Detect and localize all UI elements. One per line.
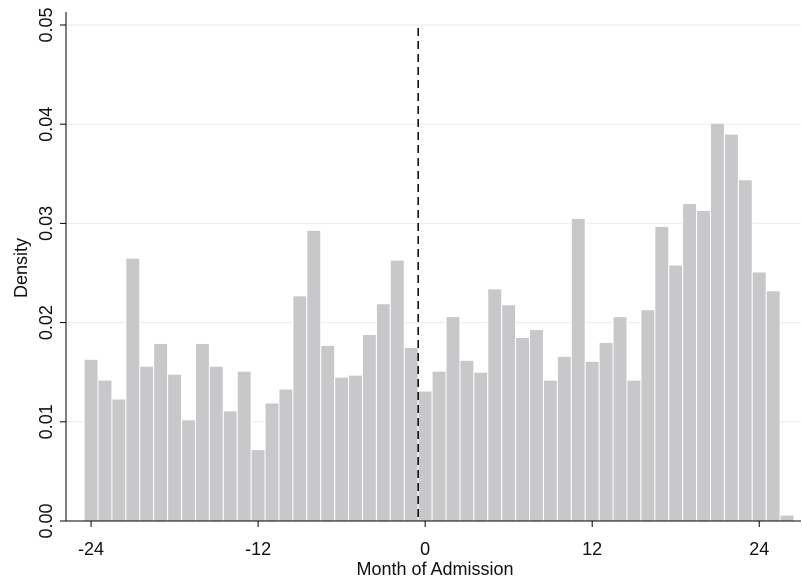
bar	[640, 309, 656, 522]
bar	[751, 271, 767, 522]
bar	[278, 388, 294, 522]
bar	[362, 334, 377, 522]
bar	[403, 346, 419, 522]
x-tick-label: 0	[420, 539, 430, 559]
bar	[501, 304, 517, 522]
bar	[431, 370, 447, 522]
bar	[194, 342, 210, 522]
bar	[765, 290, 781, 522]
bar	[570, 217, 586, 522]
bar	[487, 288, 503, 522]
bar	[682, 203, 698, 522]
bar	[556, 355, 572, 522]
bar	[250, 449, 266, 522]
bar	[417, 390, 433, 522]
y-tick-label: 0.03	[36, 206, 56, 241]
bar	[445, 316, 461, 522]
bar	[584, 360, 600, 522]
bar	[111, 398, 127, 522]
bar	[473, 371, 489, 522]
bar	[459, 359, 475, 522]
bar	[696, 210, 712, 522]
bar	[348, 374, 364, 522]
x-tick-label: 24	[749, 539, 769, 559]
bar	[710, 122, 725, 522]
bar	[737, 179, 753, 522]
y-tick-label: 0.01	[36, 404, 56, 439]
bar	[320, 344, 336, 522]
x-tick-label: 12	[582, 539, 602, 559]
y-tick-label: 0.04	[36, 107, 56, 142]
bar	[375, 303, 391, 522]
bar	[139, 365, 155, 522]
bar	[153, 342, 169, 522]
bar	[264, 402, 280, 522]
bar	[598, 341, 614, 522]
bar	[389, 259, 405, 522]
bar	[542, 379, 558, 522]
bar	[83, 358, 99, 522]
bar	[515, 336, 531, 522]
bar	[723, 133, 739, 522]
bar	[97, 379, 113, 522]
bar	[208, 365, 224, 522]
bar	[654, 225, 670, 522]
bar	[612, 316, 628, 522]
bar	[125, 257, 141, 522]
y-tick-label: 0.02	[36, 305, 56, 340]
bar	[306, 229, 322, 522]
bar	[292, 295, 308, 522]
bar	[222, 410, 238, 522]
y-tick-label: 0.00	[36, 503, 56, 538]
bar	[236, 370, 252, 522]
x-tick-label: -24	[78, 539, 104, 559]
bar	[779, 514, 795, 522]
bar	[668, 264, 684, 522]
bar	[626, 379, 642, 522]
x-axis-title: Month of Admission	[356, 559, 513, 579]
y-tick-label: 0.05	[36, 7, 56, 42]
x-tick-label: -12	[245, 539, 271, 559]
y-axis-title: Density	[11, 238, 31, 298]
bar	[167, 373, 183, 522]
bar	[181, 419, 196, 522]
bar	[334, 376, 350, 522]
bar	[529, 329, 544, 522]
